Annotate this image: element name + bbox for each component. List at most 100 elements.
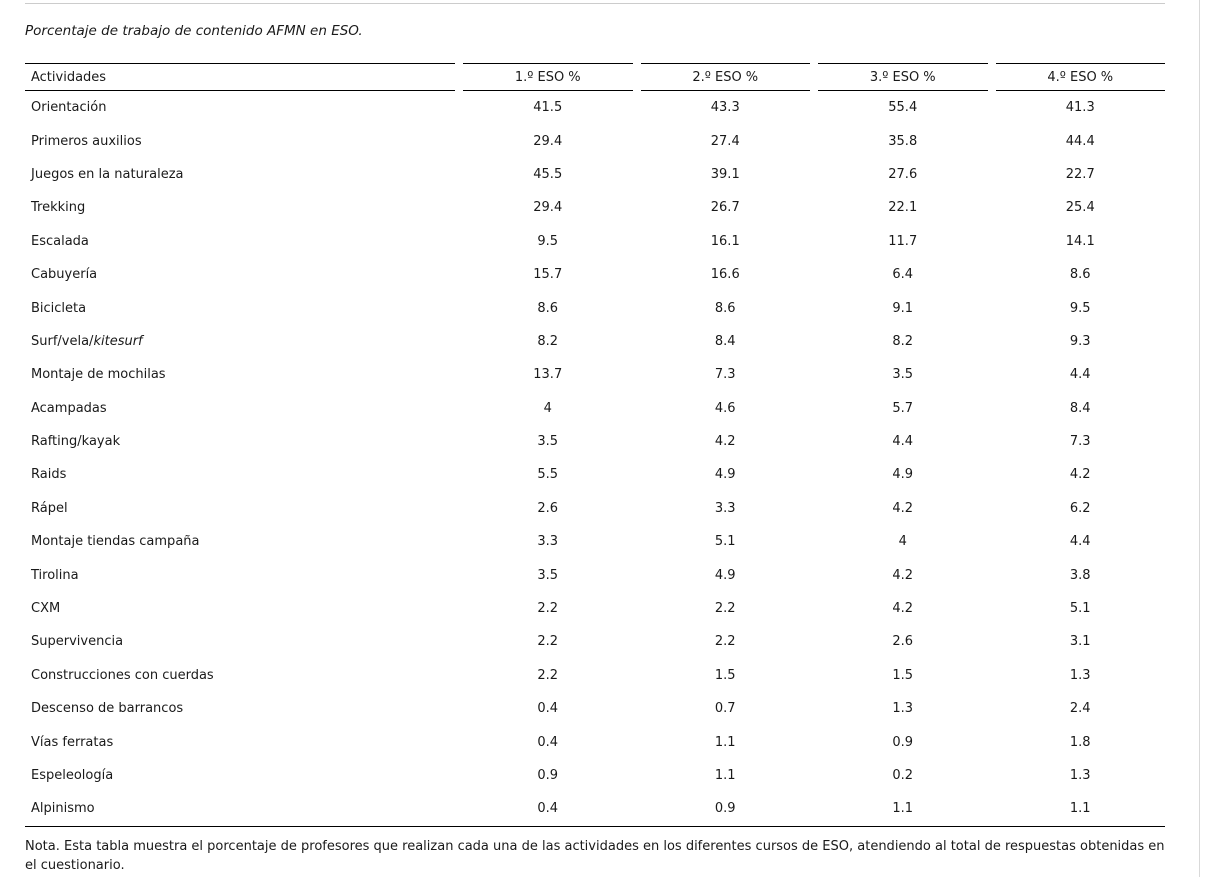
activity-cell: Juegos en la naturaleza — [31, 166, 184, 182]
value-cell: 22.7 — [1065, 166, 1095, 182]
value-cell: 1.5 — [892, 667, 914, 683]
page-right-divider — [1199, 0, 1200, 877]
value-cell: 1.1 — [714, 734, 736, 750]
value-cell: 15.7 — [533, 267, 563, 283]
value-cell: 8.6 — [714, 300, 736, 316]
table-row: Espeleología 0.9 1.1 0.2 1.3 — [25, 759, 1165, 792]
activity-cell: Tirolina — [31, 567, 79, 583]
activity-cell: Descenso de barrancos — [31, 701, 184, 717]
table-row: CXM 2.2 2.2 4.2 5.1 — [25, 592, 1165, 625]
value-cell: 2.2 — [714, 601, 736, 617]
value-cell: 4.4 — [1069, 367, 1091, 383]
value-cell: 0.7 — [714, 701, 736, 717]
table-row: Trekking 29.4 26.7 22.1 25.4 — [25, 191, 1165, 224]
value-cell: 1.3 — [1069, 768, 1091, 783]
value-cell: 2.2 — [537, 601, 559, 617]
table-row: Cabuyería 15.7 16.6 6.4 8.6 — [25, 258, 1165, 291]
activity-cell: Trekking — [31, 200, 86, 216]
table-row: Raids 5.5 4.9 4.9 4.2 — [25, 458, 1165, 491]
table-row: Surf/vela/kitesurf 8.2 8.4 8.2 9.3 — [25, 325, 1165, 358]
value-cell: 1.3 — [892, 701, 914, 717]
value-cell: 9.5 — [537, 233, 559, 249]
value-cell: 9.1 — [892, 300, 914, 316]
column-header-actividades: Actividades — [25, 63, 455, 91]
value-cell: 26.7 — [710, 200, 740, 216]
value-cell: 16.6 — [710, 267, 740, 283]
value-cell: 14.1 — [1065, 233, 1095, 249]
activity-cell: Surf/vela/kitesurf — [31, 333, 143, 349]
value-cell: 1.5 — [714, 667, 736, 683]
value-cell: 6.4 — [892, 267, 914, 283]
value-cell: 0.4 — [537, 734, 559, 750]
value-cell: 1.3 — [1069, 667, 1091, 683]
value-cell: 55.4 — [888, 100, 918, 116]
value-cell: 35.8 — [888, 133, 918, 149]
value-cell: 0.9 — [537, 768, 559, 783]
value-cell: 4 — [898, 534, 907, 550]
value-cell: 5.7 — [892, 400, 914, 416]
activity-cell: Vías ferratas — [31, 734, 114, 750]
value-cell: 8.4 — [1069, 400, 1091, 416]
value-cell: 4.4 — [892, 434, 914, 450]
value-cell: 9.3 — [1069, 333, 1091, 349]
value-cell: 3.5 — [892, 367, 914, 383]
value-cell: 27.6 — [888, 166, 918, 182]
table-row: Juegos en la naturaleza 45.5 39.1 27.6 22.7 — [25, 158, 1165, 191]
value-cell: 3.3 — [537, 534, 559, 550]
value-cell: 3.5 — [537, 567, 559, 583]
value-cell: 16.1 — [710, 233, 740, 249]
activity-cell: Bicicleta — [31, 300, 87, 316]
value-cell: 7.3 — [714, 367, 736, 383]
table-row: Escalada 9.5 16.1 11.7 14.1 — [25, 225, 1165, 258]
activity-cell: Construcciones con cuerdas — [31, 667, 214, 683]
table-row: Montaje tiendas campaña 3.3 5.1 4 4.4 — [25, 525, 1165, 558]
table-row: Bicicleta 8.6 8.6 9.1 9.5 — [25, 291, 1165, 324]
value-cell: 1.8 — [1069, 734, 1091, 750]
table-row: Descenso de barrancos 0.4 0.7 1.3 2.4 — [25, 692, 1165, 725]
value-cell: 5.1 — [714, 534, 736, 550]
value-cell: 8.4 — [714, 333, 736, 349]
value-cell: 4.9 — [892, 467, 914, 483]
activity-cell: CXM — [31, 601, 61, 617]
table-row: Rápel 2.6 3.3 4.2 6.2 — [25, 492, 1165, 525]
value-cell: 8.2 — [537, 333, 559, 349]
value-cell: 4.2 — [892, 500, 914, 516]
value-cell: 3.3 — [714, 500, 736, 516]
value-cell: 0.4 — [537, 701, 559, 717]
value-cell: 2.6 — [892, 634, 914, 650]
value-cell: 2.4 — [1069, 701, 1091, 717]
table-row: Orientación 41.5 43.3 55.4 41.3 — [25, 91, 1165, 124]
value-cell: 25.4 — [1065, 200, 1095, 216]
value-cell: 5.1 — [1069, 601, 1091, 617]
table-caption: Porcentaje de trabajo de contenido AFMN … — [25, 23, 363, 39]
activity-cell: Escalada — [31, 233, 89, 249]
activity-cell: Alpinismo — [31, 801, 95, 817]
value-cell: 3.5 — [537, 434, 559, 450]
activity-cell: Supervivencia — [31, 634, 124, 650]
value-cell: 27.4 — [710, 133, 740, 149]
value-cell: 29.4 — [533, 133, 563, 149]
value-cell: 4.4 — [1069, 534, 1091, 550]
table-row: Construcciones con cuerdas 2.2 1.5 1.5 1.3 — [25, 659, 1165, 692]
value-cell: 9.5 — [1069, 300, 1091, 316]
value-cell: 13.7 — [533, 367, 563, 383]
column-header-eso-2: 2.º ESO % — [640, 63, 810, 91]
activity-cell: Rápel — [31, 500, 68, 516]
value-cell: 8.6 — [537, 300, 559, 316]
table-row: Tirolina 3.5 4.9 4.2 3.8 — [25, 558, 1165, 591]
column-header-eso-1: 1.º ESO % — [463, 63, 633, 91]
table-row: Vías ferratas 0.4 1.1 0.9 1.8 — [25, 725, 1165, 758]
value-cell: 43.3 — [710, 100, 740, 116]
value-cell: 2.2 — [537, 667, 559, 683]
value-cell: 0.9 — [892, 734, 914, 750]
value-cell: 29.4 — [533, 200, 563, 216]
table-container: Porcentaje de trabajo de contenido AFMN … — [25, 3, 1165, 875]
activity-cell: Raids — [31, 467, 67, 483]
value-cell: 0.9 — [714, 801, 736, 817]
value-cell: 1.1 — [1069, 801, 1091, 817]
value-cell: 1.1 — [714, 768, 736, 783]
column-header-eso-4: 4.º ESO % — [995, 63, 1165, 91]
value-cell: 4.2 — [1069, 467, 1091, 483]
value-cell: 4.6 — [714, 400, 736, 416]
value-cell: 11.7 — [888, 233, 918, 249]
